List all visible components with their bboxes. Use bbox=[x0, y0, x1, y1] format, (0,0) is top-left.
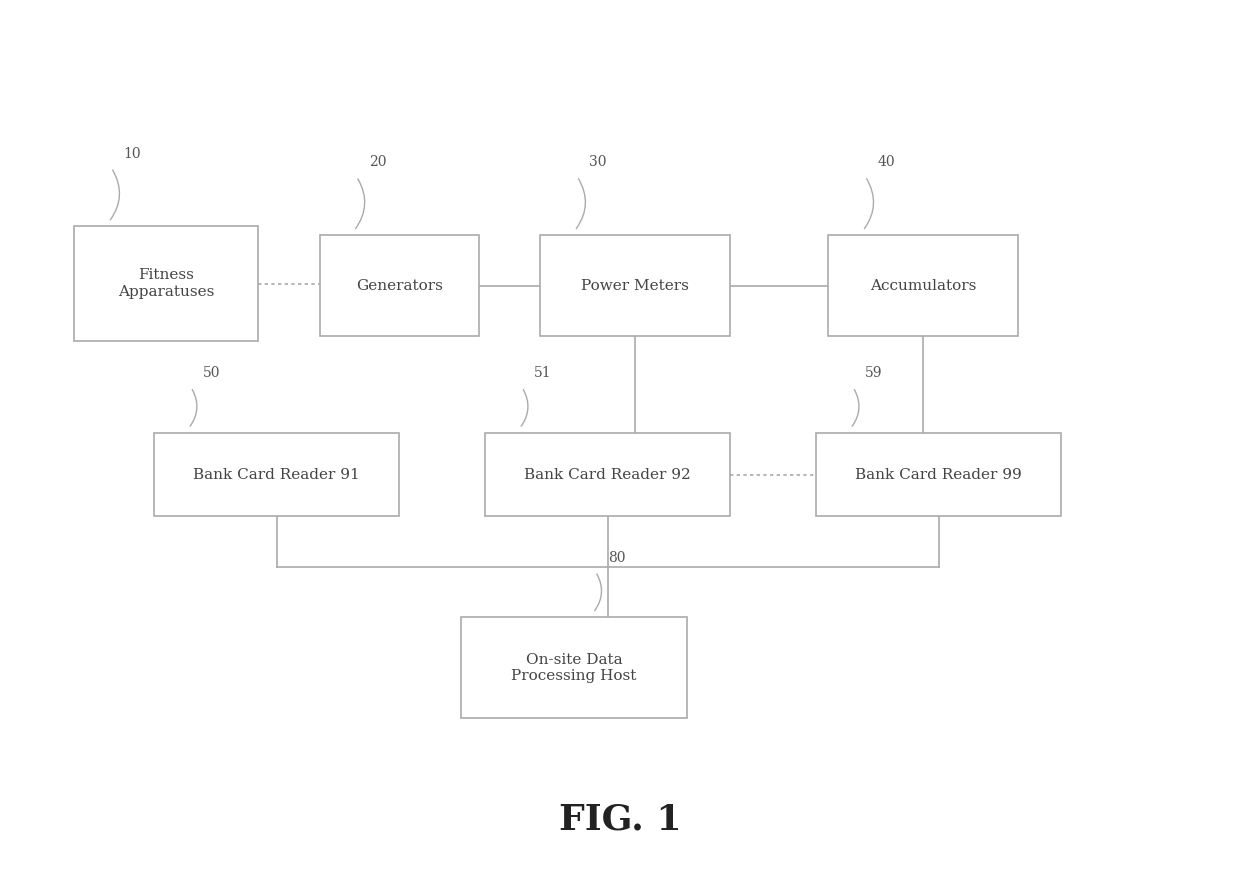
Text: Power Meters: Power Meters bbox=[582, 278, 689, 293]
Text: 30: 30 bbox=[589, 155, 606, 169]
Text: Bank Card Reader 99: Bank Card Reader 99 bbox=[856, 467, 1022, 482]
Text: 10: 10 bbox=[124, 146, 141, 161]
Text: On-site Data
Processing Host: On-site Data Processing Host bbox=[511, 653, 636, 682]
Text: Bank Card Reader 92: Bank Card Reader 92 bbox=[525, 467, 691, 482]
Text: Accumulators: Accumulators bbox=[870, 278, 977, 293]
Text: 80: 80 bbox=[608, 550, 625, 565]
FancyBboxPatch shape bbox=[541, 235, 730, 336]
FancyBboxPatch shape bbox=[828, 235, 1018, 336]
FancyBboxPatch shape bbox=[816, 433, 1061, 516]
Text: Generators: Generators bbox=[356, 278, 443, 293]
FancyBboxPatch shape bbox=[460, 617, 687, 718]
Text: 59: 59 bbox=[866, 366, 883, 380]
Text: 20: 20 bbox=[368, 155, 386, 169]
FancyBboxPatch shape bbox=[74, 227, 258, 341]
Text: 50: 50 bbox=[203, 366, 221, 380]
FancyBboxPatch shape bbox=[154, 433, 399, 516]
Text: 51: 51 bbox=[534, 366, 552, 380]
Text: Bank Card Reader 91: Bank Card Reader 91 bbox=[193, 467, 360, 482]
FancyBboxPatch shape bbox=[320, 235, 479, 336]
FancyBboxPatch shape bbox=[485, 433, 730, 516]
Text: FIG. 1: FIG. 1 bbox=[559, 802, 681, 836]
Text: 40: 40 bbox=[878, 155, 895, 169]
Text: Fitness
Apparatuses: Fitness Apparatuses bbox=[118, 268, 215, 299]
